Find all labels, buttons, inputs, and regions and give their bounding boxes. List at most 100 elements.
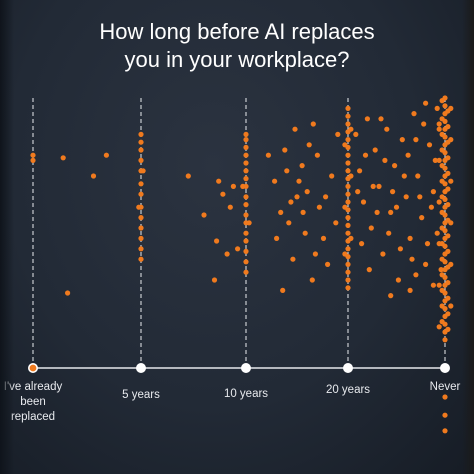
data-point (360, 199, 367, 205)
data-point (243, 269, 249, 275)
data-point (397, 246, 403, 252)
data-point (243, 230, 249, 236)
data-point (357, 168, 363, 174)
data-point (274, 235, 280, 241)
data-point (214, 238, 220, 244)
data-point (103, 152, 109, 158)
data-point (388, 209, 394, 215)
data-point (280, 287, 286, 293)
data-point (388, 293, 394, 299)
data-point (448, 261, 454, 267)
data-point (445, 295, 451, 301)
data-point (227, 204, 233, 210)
data-point (243, 131, 249, 137)
data-point (430, 189, 436, 195)
data-point (345, 121, 351, 127)
data-point (333, 220, 339, 226)
data-point (436, 157, 442, 163)
data-point (345, 183, 351, 189)
data-point (30, 152, 36, 158)
data-point (323, 194, 329, 200)
data-point (413, 272, 419, 278)
data-point (432, 157, 438, 163)
data-point (439, 287, 445, 293)
data-point (448, 105, 454, 111)
axis-marker-2 (136, 362, 147, 373)
data-point (306, 142, 312, 148)
axis-marker-4 (342, 362, 353, 373)
data-point (376, 183, 382, 189)
data-point (439, 116, 445, 122)
data-point (405, 152, 411, 158)
data-point (436, 126, 442, 132)
data-point (378, 116, 384, 122)
tick-label-4: 20 years (303, 383, 393, 398)
data-point (448, 303, 454, 309)
data-point (393, 204, 400, 210)
data-point (243, 160, 249, 166)
data-point (345, 230, 351, 236)
data-point (345, 113, 351, 119)
data-point (445, 248, 451, 254)
data-point (243, 137, 249, 143)
axis-marker-3 (241, 362, 252, 373)
right-shadow-edge (462, 0, 474, 474)
data-point (345, 277, 351, 283)
data-point (372, 147, 378, 153)
tick-label-1: I've already been replaced (0, 380, 78, 425)
data-point (216, 178, 222, 184)
data-point (348, 235, 354, 241)
data-point (312, 251, 318, 257)
data-point (345, 160, 351, 166)
data-point (138, 225, 144, 231)
tick-label-line: replaced (10, 411, 56, 423)
data-point (439, 147, 445, 153)
data-point (448, 220, 454, 226)
data-point (138, 215, 144, 221)
data-point (362, 152, 369, 158)
data-point (309, 277, 315, 283)
data-point (426, 142, 433, 148)
tick-label-line: 10 years (223, 388, 269, 400)
data-point (243, 144, 249, 150)
chart-title: How long before AI replaces you in your … (0, 18, 474, 74)
data-point (403, 194, 409, 200)
data-point (316, 204, 322, 210)
chart-title-line-2: you in your workplace? (124, 47, 350, 72)
data-point (345, 152, 351, 158)
data-point (243, 202, 249, 208)
data-point (235, 246, 241, 252)
data-point (243, 152, 249, 158)
tick-label-3: 10 years (201, 387, 291, 402)
data-point (401, 173, 407, 179)
data-point (436, 241, 442, 247)
data-point (294, 194, 300, 200)
data-point (345, 246, 351, 252)
data-point (445, 326, 451, 332)
data-point (439, 178, 445, 184)
data-point (140, 168, 146, 174)
data-point (292, 126, 298, 132)
data-point (390, 189, 396, 195)
data-point (419, 215, 425, 221)
data-point (421, 121, 427, 127)
data-point (439, 272, 445, 278)
data-point (434, 105, 440, 111)
tick-label-2: 5 years (96, 388, 186, 403)
data-point (243, 238, 249, 244)
data-point (265, 152, 271, 158)
data-point (314, 152, 320, 158)
tick-label-line: 20 years (325, 384, 371, 396)
data-point (230, 183, 236, 189)
data-point (335, 131, 341, 137)
data-point (138, 157, 144, 163)
data-point (211, 277, 218, 283)
data-point (445, 280, 451, 286)
data-point (439, 163, 445, 169)
data-point (345, 215, 351, 221)
data-point (384, 126, 390, 132)
data-point (348, 126, 354, 132)
data-point (430, 282, 436, 288)
